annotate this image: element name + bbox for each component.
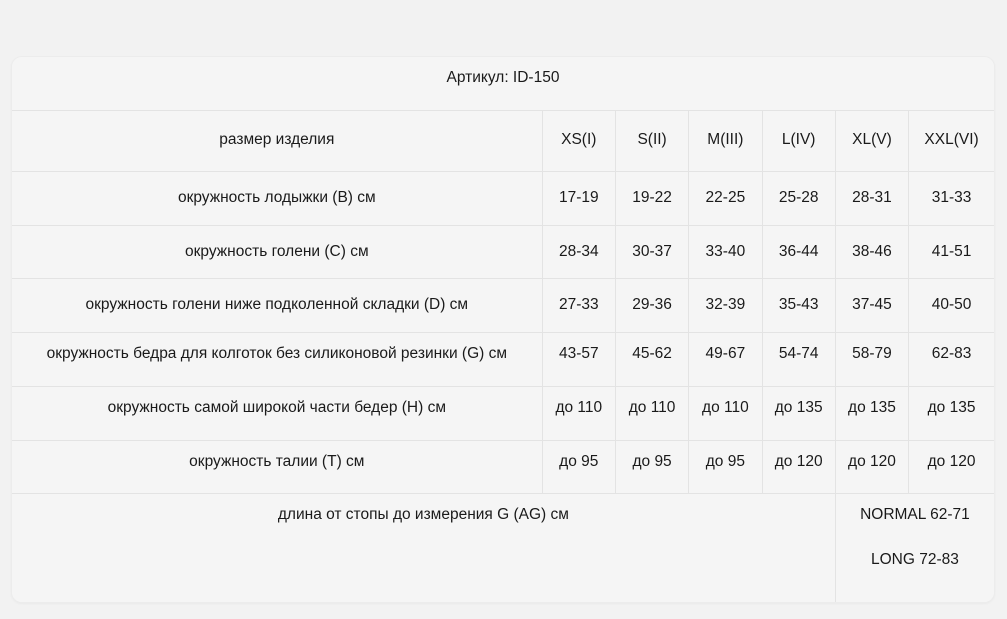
row-value: до 120 xyxy=(835,439,910,494)
header-size-s: S(II) xyxy=(615,109,690,172)
row-value: 31-33 xyxy=(908,170,994,226)
row-value: 54-74 xyxy=(762,332,836,387)
row-value: 22-25 xyxy=(688,170,763,226)
table-row: окружность талии (T) см до 95 до 95 до 9… xyxy=(12,439,994,494)
row-value: до 135 xyxy=(835,385,910,441)
row-value: 19-22 xyxy=(615,170,690,226)
row-value: 43-57 xyxy=(542,332,616,387)
row-label: окружность самой широкой части бедер (H)… xyxy=(12,385,543,441)
row-value: 35-43 xyxy=(762,278,836,333)
table-row: окружность голени ниже подколенной склад… xyxy=(12,278,994,333)
row-value: 58-79 xyxy=(835,332,910,387)
footer-length-values: NORMAL 62-71 LONG 72-83 xyxy=(835,493,994,602)
row-value: до 120 xyxy=(908,439,994,494)
row-value: 17-19 xyxy=(542,170,616,226)
row-value: 38-46 xyxy=(835,224,910,279)
row-value: 28-31 xyxy=(835,170,910,226)
header-size-xl: XL(V) xyxy=(835,109,910,172)
article-row: Артикул: ID-150 xyxy=(12,57,994,111)
row-value: до 95 xyxy=(542,439,616,494)
table-row: окружность самой широкой части бедер (H)… xyxy=(12,385,994,441)
table-row: окружность голени (C) см 28-34 30-37 33-… xyxy=(12,224,994,279)
row-value: 62-83 xyxy=(908,332,994,387)
row-value: 33-40 xyxy=(688,224,763,279)
table-row: окружность бедра для колготок без силико… xyxy=(12,332,994,387)
row-value: 29-36 xyxy=(615,278,690,333)
row-label: окружность талии (T) см xyxy=(12,439,543,494)
size-chart-card: Артикул: ID-150 размер изделия XS(I) S(I… xyxy=(12,57,994,602)
row-value: до 135 xyxy=(908,385,994,441)
row-value: 28-34 xyxy=(542,224,616,279)
row-label: окружность бедра для колготок без силико… xyxy=(12,332,543,387)
row-value: до 95 xyxy=(688,439,763,494)
row-value: до 110 xyxy=(688,385,763,441)
row-value: 32-39 xyxy=(688,278,763,333)
header-size-xxl: XXL(VI) xyxy=(908,109,994,172)
row-value: 36-44 xyxy=(762,224,836,279)
row-value: 41-51 xyxy=(908,224,994,279)
header-size-xs: XS(I) xyxy=(542,109,616,172)
row-value: до 95 xyxy=(615,439,690,494)
size-chart-table: Артикул: ID-150 размер изделия XS(I) S(I… xyxy=(12,57,994,602)
footer-label: длина от стопы до измерения G (AG) см xyxy=(12,493,836,602)
row-value: до 110 xyxy=(615,385,690,441)
row-value: 37-45 xyxy=(835,278,910,333)
row-value: 25-28 xyxy=(762,170,836,226)
row-value: 30-37 xyxy=(615,224,690,279)
row-value: до 110 xyxy=(542,385,616,441)
article-label: Артикул: ID-150 xyxy=(12,57,994,111)
row-value: 49-67 xyxy=(688,332,763,387)
row-label: окружность лодыжки (B) см xyxy=(12,170,543,226)
header-size-l: L(IV) xyxy=(762,109,836,172)
footer-row: длина от стопы до измерения G (AG) см NO… xyxy=(12,493,994,602)
row-label: окружность голени ниже подколенной склад… xyxy=(12,278,543,333)
row-value: 45-62 xyxy=(615,332,690,387)
row-value: до 120 xyxy=(762,439,836,494)
header-size-m: M(III) xyxy=(688,109,763,172)
row-label: окружность голени (C) см xyxy=(12,224,543,279)
row-value: 27-33 xyxy=(542,278,616,333)
row-value: до 135 xyxy=(762,385,836,441)
footer-normal-length: NORMAL 62-71 xyxy=(860,506,970,524)
table-row: окружность лодыжки (B) см 17-19 19-22 22… xyxy=(12,170,994,226)
header-row-label: размер изделия xyxy=(12,109,543,172)
table-header-row: размер изделия XS(I) S(II) M(III) L(IV) … xyxy=(12,109,994,172)
row-value: 40-50 xyxy=(908,278,994,333)
footer-long-length: LONG 72-83 xyxy=(870,550,959,568)
